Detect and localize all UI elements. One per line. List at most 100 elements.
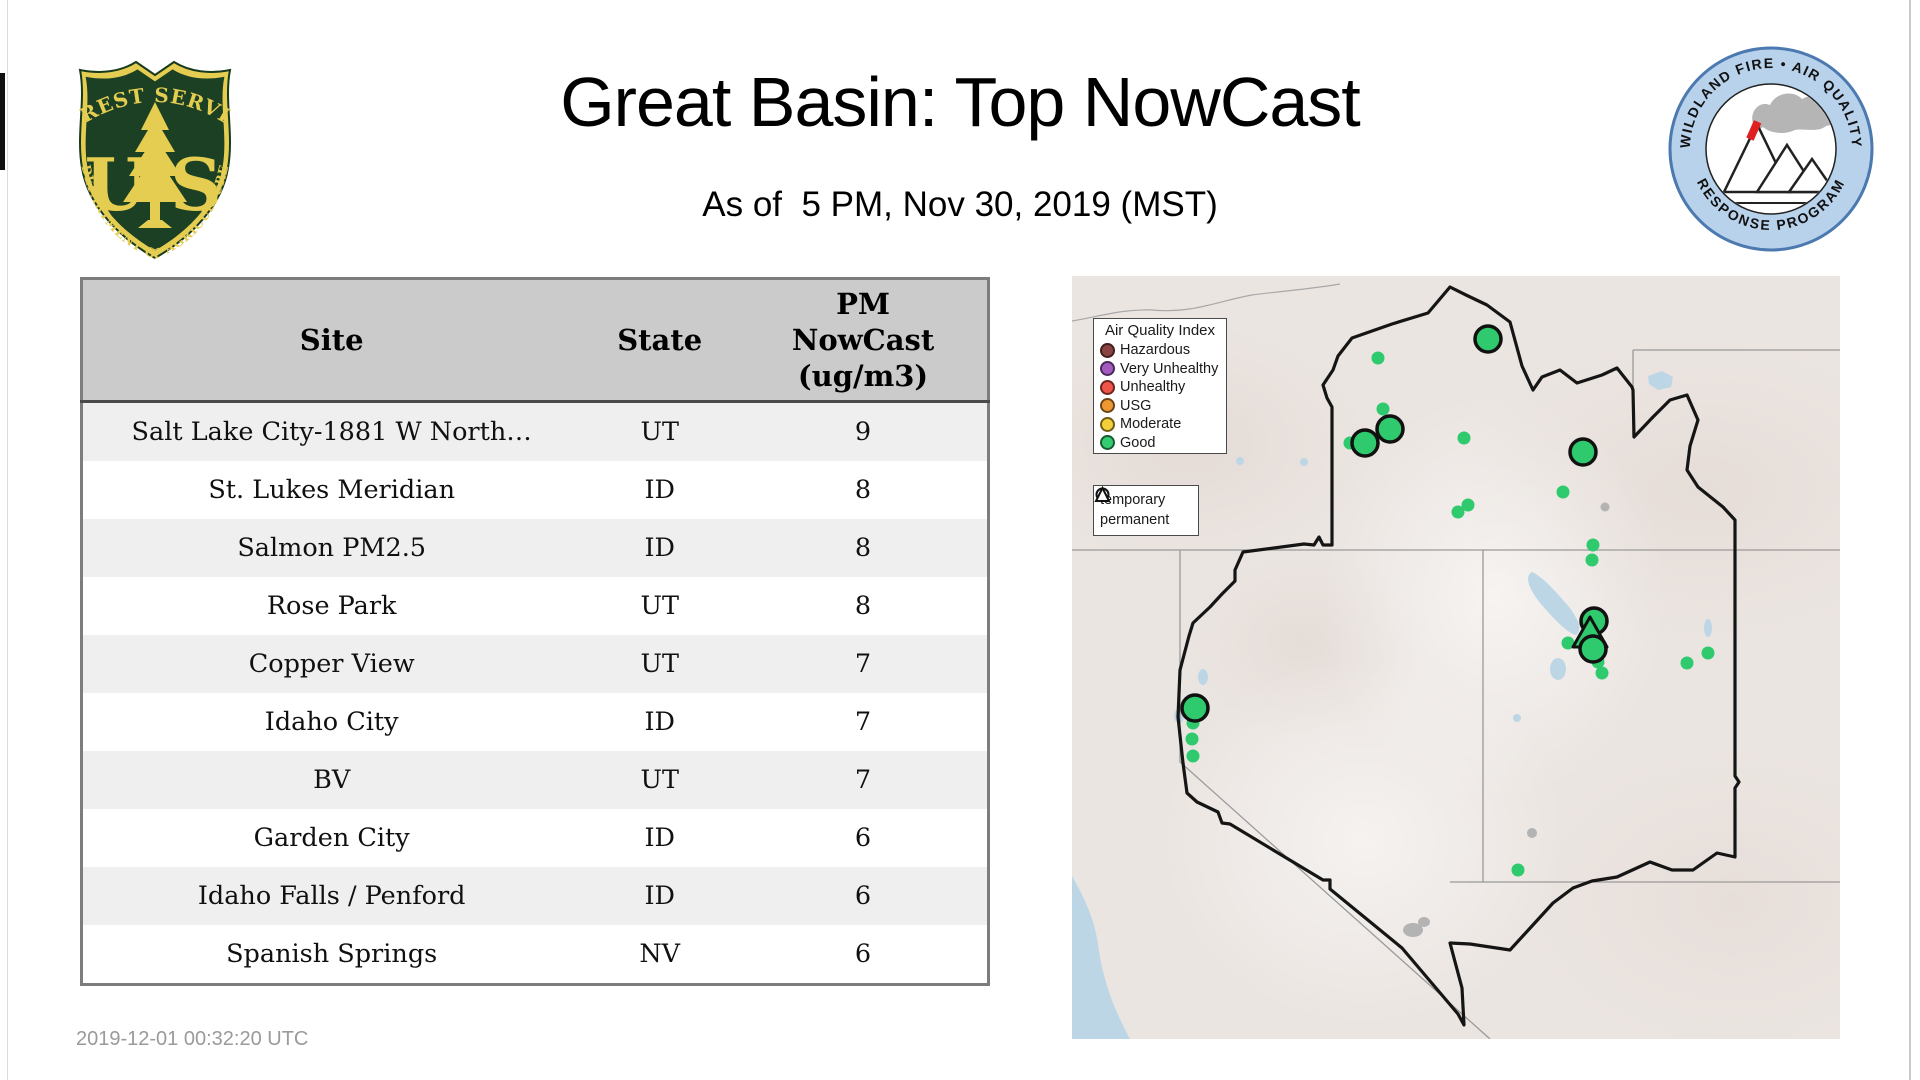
site-cell: Idaho Falls / Penford xyxy=(197,881,466,911)
legend-item-permanent: permanent xyxy=(1094,486,1192,530)
bear-lake xyxy=(1704,619,1712,637)
value-cell: 8 xyxy=(854,475,872,505)
value-cell: 6 xyxy=(854,823,872,853)
monitor-circle-temporary xyxy=(1375,414,1405,444)
col-header-site: Site xyxy=(81,278,581,403)
site-cell: Garden City xyxy=(253,823,410,853)
value-cell: 8 xyxy=(854,533,872,563)
pyramid-lake xyxy=(1198,669,1208,685)
aqi-legend-title: Air Quality Index xyxy=(1104,322,1216,339)
yellowstone-lake xyxy=(1648,371,1673,390)
state-cell: UT xyxy=(640,765,679,795)
value-cell: 8 xyxy=(854,591,872,621)
aqi-color-dot xyxy=(1100,398,1115,414)
monitor-circle-temporary xyxy=(1473,324,1503,354)
flame-icon xyxy=(1746,120,1762,141)
legend-label-temporary: temporary xyxy=(1100,492,1166,508)
value-cell: 6 xyxy=(854,881,872,911)
aqi-legend-label: Unhealthy xyxy=(1120,379,1186,396)
table-row: Idaho City ID 7 xyxy=(81,693,989,751)
aqi-legend-item: Moderate xyxy=(1100,415,1220,434)
site-cell: Copper View xyxy=(248,649,415,679)
generated-timestamp: 2019-12-01 00:32:20 UTC xyxy=(76,1028,309,1050)
permanent-triangle-icon xyxy=(1094,486,1111,502)
monitor-dot-good xyxy=(1585,553,1599,567)
value-cell: 9 xyxy=(854,417,872,447)
monitor-dot-good xyxy=(1586,538,1600,552)
table-row: BV UT 7 xyxy=(81,751,989,809)
monitor-dot-good xyxy=(1457,431,1471,445)
forest-service-logo: FOREST SERVICE U S DEPARTMENT OF AGRICUL… xyxy=(50,46,234,262)
monitor-dot-good xyxy=(1376,402,1390,416)
utah-lake xyxy=(1550,658,1566,680)
state-cell: ID xyxy=(644,707,675,737)
wfaqrp-logo: WILDLAND FIRE • AIR QUALITY RESPONSE PRO… xyxy=(1668,46,1874,252)
state-cell: ID xyxy=(644,533,675,563)
great-basin-map: Air Quality Index Hazardous Very Unhealth… xyxy=(1072,276,1840,1039)
page-title: Great Basin: Top NowCast xyxy=(560,63,1361,141)
monitor-circle-temporary xyxy=(1350,428,1380,458)
value-cell: 7 xyxy=(854,765,872,795)
aqi-legend-item: Hazardous xyxy=(1100,341,1220,360)
pine-tree-icon xyxy=(123,102,187,228)
nowcast-table-body: Salt Lake City-1881 W North… UT 9 St. Lukes… xyxy=(81,401,989,985)
legend-item-temporary: temporary xyxy=(1095,487,1192,510)
site-cell: Idaho City xyxy=(264,707,399,737)
table-row: Salmon PM2.5 ID 8 xyxy=(81,519,989,577)
monitor-dot-good xyxy=(1186,749,1200,763)
site-cell: Salmon PM2.5 xyxy=(237,533,427,563)
state-cell: UT xyxy=(640,591,679,621)
monitor-type-legend: temporary permanent xyxy=(1093,485,1199,536)
aqi-legend-item: Very Unhealthy xyxy=(1100,360,1220,379)
nowcast-table: Site State PM NowCast (ug/m3) Salt Lake … xyxy=(80,277,990,986)
right-window-border xyxy=(1909,0,1911,1080)
state-cell: UT xyxy=(640,417,679,447)
site-cell: Rose Park xyxy=(266,591,397,621)
monitor-dot-good xyxy=(1595,666,1609,680)
aqi-legend-item: Good xyxy=(1100,434,1220,453)
state-cell: ID xyxy=(644,881,675,911)
pacific-ocean xyxy=(1072,876,1130,1039)
aqi-color-dot xyxy=(1100,342,1115,358)
monitor-dot-good xyxy=(1451,505,1465,519)
col-header-state: State xyxy=(580,278,740,403)
aqi-legend-label: USG xyxy=(1120,397,1152,414)
left-edge-mark xyxy=(0,73,5,170)
table-row: Spanish Springs NV 6 xyxy=(81,925,989,985)
state-cell: NV xyxy=(639,939,681,969)
monitor-dot-good xyxy=(1511,863,1525,877)
aqi-legend-label: Very Unhealthy xyxy=(1120,360,1219,377)
monitor-dot-good xyxy=(1185,732,1199,746)
aqi-color-dot xyxy=(1100,435,1115,451)
table-row: St. Lukes Meridian ID 8 xyxy=(81,461,989,519)
table-row: Idaho Falls / Penford ID 6 xyxy=(81,867,989,925)
site-cell: Spanish Springs xyxy=(226,939,438,969)
state-cell: ID xyxy=(644,475,675,505)
monitor-circle-temporary xyxy=(1568,437,1598,467)
table-row: Copper View UT 7 xyxy=(81,635,989,693)
monitor-markers xyxy=(1180,324,1715,877)
urban-areas xyxy=(1403,502,1610,937)
monitor-dot-good xyxy=(1461,498,1475,512)
river-line xyxy=(1072,283,1341,322)
monitor-dot-good xyxy=(1371,351,1385,365)
site-cell: BV xyxy=(313,765,351,795)
page-subtitle: As of 5 PM, Nov 30, 2019 (MST) xyxy=(702,185,1218,224)
fs-logo-letter-s: S xyxy=(170,142,222,227)
monitor-circle-temporary xyxy=(1578,634,1608,664)
left-window-border xyxy=(7,0,8,1080)
great-basin-boundary xyxy=(1176,285,1741,1027)
value-cell: 7 xyxy=(854,707,872,737)
table-row: Garden City ID 6 xyxy=(81,809,989,867)
legend-label-permanent: permanent xyxy=(1100,512,1170,528)
monitor-dot-good xyxy=(1680,656,1694,670)
table-row: Rose Park UT 8 xyxy=(81,577,989,635)
aqi-color-dot xyxy=(1100,416,1115,432)
monitor-dot-good xyxy=(1561,636,1575,650)
site-cell: St. Lukes Meridian xyxy=(208,475,455,505)
aqi-legend: Air Quality Index Hazardous Very Unhealth… xyxy=(1093,318,1227,454)
aqi-color-dot xyxy=(1100,379,1115,395)
state-cell: UT xyxy=(640,649,679,679)
great-salt-lake xyxy=(1528,572,1580,635)
aqi-legend-items: Hazardous Very Unhealthy Unhealthy USG Moder… xyxy=(1100,341,1220,452)
